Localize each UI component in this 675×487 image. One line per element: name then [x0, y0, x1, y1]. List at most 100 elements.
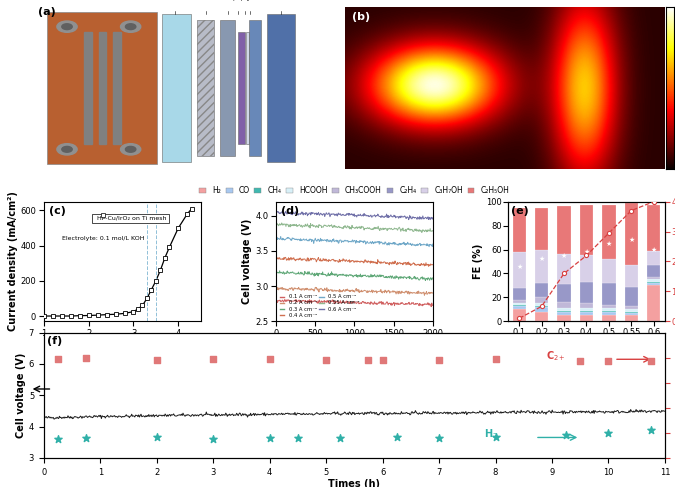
X-axis label: Cell voltage (V): Cell voltage (V) — [80, 341, 165, 351]
Circle shape — [57, 144, 77, 155]
Text: ★: ★ — [539, 256, 545, 262]
Text: HP-Cu/IrO₂ on Ti mesh: HP-Cu/IrO₂ on Ti mesh — [93, 216, 167, 221]
Text: IrO₂ on Ti mesh: IrO₂ on Ti mesh — [261, 0, 301, 1]
X-axis label: Time (s): Time (s) — [332, 341, 377, 351]
Point — [321, 356, 331, 364]
Bar — [512, 288, 526, 300]
Bar — [647, 280, 660, 282]
Circle shape — [121, 21, 141, 32]
Bar — [197, 20, 215, 156]
Bar — [512, 309, 526, 321]
Bar — [535, 303, 548, 306]
Text: ★: ★ — [605, 241, 612, 246]
Point — [603, 429, 614, 437]
Point — [363, 356, 374, 364]
Bar — [602, 311, 616, 312]
Legend: 0.1 A cm⁻², 0.2 A cm⁻², 0.3 A cm⁻², 0.4 A cm⁻², 0.5 A cm⁻², 0.55 A cm⁻², 0.6 A c: 0.1 A cm⁻², 0.2 A cm⁻², 0.3 A cm⁻², 0.4 … — [279, 293, 360, 318]
Point — [575, 357, 586, 365]
Point — [392, 432, 402, 440]
X-axis label: Times (h): Times (h) — [328, 479, 381, 487]
Text: ★: ★ — [651, 246, 657, 252]
Text: (e): (e) — [511, 206, 529, 216]
Y-axis label: Cell voltage (V): Cell voltage (V) — [242, 219, 252, 304]
Point — [490, 355, 501, 363]
Bar — [512, 306, 526, 309]
Text: (a): (a) — [38, 7, 56, 18]
Circle shape — [126, 24, 136, 30]
Bar — [624, 265, 638, 286]
Point — [490, 432, 501, 440]
Bar — [580, 315, 593, 321]
Bar — [558, 206, 571, 254]
Point — [208, 435, 219, 443]
Point — [265, 434, 275, 442]
Point — [208, 355, 219, 363]
Bar — [535, 207, 548, 249]
Point — [561, 431, 572, 439]
Bar — [558, 302, 571, 308]
Y-axis label: FE (%): FE (%) — [473, 244, 483, 279]
Circle shape — [126, 147, 136, 152]
Point — [53, 435, 63, 443]
Text: H$_2$: H$_2$ — [484, 428, 498, 441]
Bar — [238, 32, 245, 145]
Bar — [647, 282, 660, 283]
Bar — [535, 249, 548, 283]
Text: AEM: AEM — [244, 0, 256, 1]
Bar — [197, 20, 215, 156]
Point — [151, 432, 162, 440]
Bar — [84, 32, 92, 145]
Text: ★: ★ — [516, 264, 522, 270]
Bar — [512, 207, 526, 252]
Bar — [535, 306, 548, 307]
Bar — [624, 309, 638, 312]
Point — [292, 434, 303, 442]
Bar — [602, 304, 616, 308]
Bar — [512, 252, 526, 288]
Point — [645, 357, 656, 365]
Point — [335, 434, 346, 442]
Point — [53, 355, 63, 363]
Bar — [580, 303, 593, 308]
Circle shape — [62, 24, 72, 30]
Bar — [624, 312, 638, 313]
Bar — [602, 205, 616, 259]
Bar — [647, 251, 660, 265]
Bar — [163, 14, 191, 162]
Text: ★: ★ — [628, 237, 634, 243]
Bar — [580, 205, 593, 256]
Bar — [512, 300, 526, 303]
Bar — [624, 286, 638, 306]
Bar — [249, 20, 261, 156]
Text: (c): (c) — [49, 206, 65, 216]
Point — [433, 356, 444, 364]
Y-axis label: Current density (mA/cm²): Current density (mA/cm²) — [7, 191, 18, 332]
Bar — [647, 283, 660, 285]
Text: (b): (b) — [352, 12, 370, 22]
Text: Titanium plate: Titanium plate — [208, 0, 247, 1]
Text: Carbon paper: Carbon paper — [220, 0, 256, 1]
Point — [81, 354, 92, 362]
Bar — [580, 282, 593, 303]
Bar — [535, 298, 548, 303]
Bar — [558, 308, 571, 311]
Bar — [512, 303, 526, 304]
Bar — [624, 203, 638, 265]
Bar — [602, 308, 616, 311]
Circle shape — [57, 21, 77, 32]
Text: (d): (d) — [281, 206, 299, 216]
Bar — [535, 283, 548, 298]
Text: Gasket: Gasket — [196, 0, 215, 1]
Bar — [220, 20, 235, 156]
Bar — [558, 311, 571, 312]
Point — [603, 357, 614, 365]
Bar — [580, 312, 593, 315]
Bar — [602, 315, 616, 321]
Bar — [580, 311, 593, 312]
Bar — [267, 14, 296, 162]
Point — [81, 434, 92, 442]
Bar — [535, 307, 548, 312]
Bar — [558, 254, 571, 284]
Bar — [647, 265, 660, 277]
X-axis label: Current density (A/cm²): Current density (A/cm²) — [522, 339, 651, 349]
